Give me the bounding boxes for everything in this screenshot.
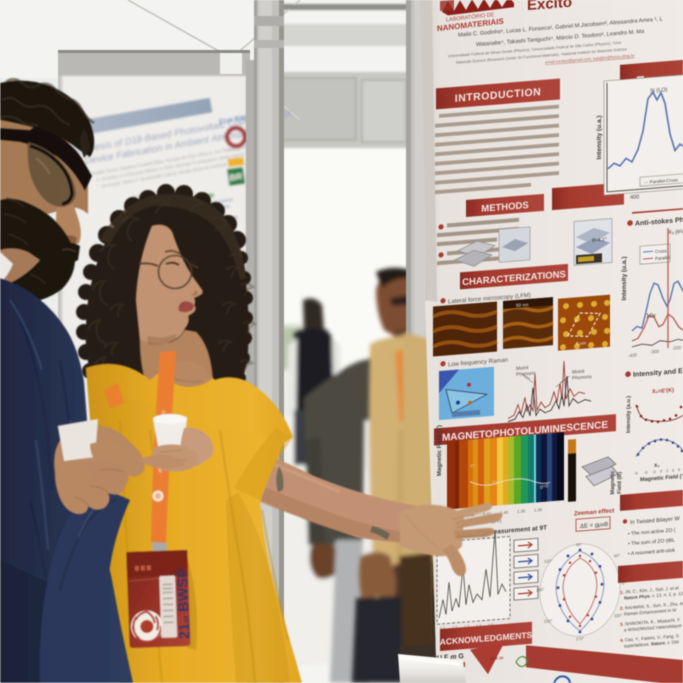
svg-text:• The sum of ZO (tBL: • The sum of ZO (tBL (628, 538, 675, 548)
svg-text:0°: 0° (622, 580, 626, 585)
svg-text:Anti-stokes Pho: Anti-stokes Pho (635, 216, 683, 227)
svg-text:Intensity (a.u.): Intensity (a.u.) (626, 395, 632, 433)
svg-text:Moiré: Moiré (572, 369, 585, 376)
svg-text:4. Cao, Y., Fatemi, V., Fang,: 4. Cao, Y., Fatemi, V., Fang, S. (620, 633, 680, 643)
svg-text:Si (LO): Si (LO) (650, 87, 668, 94)
svg-text:Low frequency Raman: Low frequency Raman (448, 358, 508, 369)
svg-text:Intensity (u.a.): Intensity (u.a.) (596, 115, 603, 160)
svg-text:2. RAHMAN, S., Sun, X., Zhu, e: 2. RAHMAN, S., Sun, X., Zhu, et (620, 601, 683, 611)
svg-text:Phonons: Phonons (516, 370, 536, 378)
svg-text:g≈0: g≈0 (540, 483, 549, 490)
svg-text:180°: 180° (536, 587, 545, 593)
svg-text:9: 9 (678, 467, 681, 472)
svg-text:Magnetic Field (T): Magnetic Field (T) (640, 474, 683, 484)
svg-text:90°: 90° (576, 542, 582, 547)
svg-text:1.40: 1.40 (500, 510, 509, 516)
svg-text:X₀ (eV): X₀ (eV) (667, 229, 683, 236)
svg-text:Parallel: Parallel (655, 255, 670, 261)
svg-text:X⁰: X⁰ (470, 463, 475, 468)
svg-text:0: 0 (660, 468, 663, 473)
svg-text:Nature Phys. v. 13, n. 2, p. 1: Nature Phys. v. 13, n. 2, p. 127 (624, 591, 683, 601)
svg-text:6: 6 (672, 468, 675, 473)
svg-text:a WSe2/MoSe2 Heterobilayer: a WSe2/MoSe2 Heterobilayer (624, 623, 683, 633)
svg-text:genesis: genesis (228, 148, 240, 152)
svg-text:BR: BR (229, 171, 244, 183)
svg-text:Zeeman effect: Zeeman effect (574, 508, 614, 517)
svg-text:ΔE = gμBB: ΔE = gμBB (580, 522, 608, 530)
svg-text:X₀=E'(K): X₀=E'(K) (652, 388, 674, 396)
svg-text:Phonons: Phonons (572, 374, 592, 382)
svg-text:1.42: 1.42 (483, 511, 492, 517)
svg-text:Moiré: Moiré (516, 365, 529, 372)
svg-text:Raman Enhancement in W: Raman Enhancement in W (624, 607, 677, 616)
svg-text:— Parallel-Cross: — Parallel-Cross (644, 177, 679, 185)
svg-text:rede de: rede de (490, 655, 504, 661)
svg-text:21st BWSP: 21st BWSP (175, 568, 193, 640)
svg-text:400: 400 (630, 194, 639, 201)
svg-text:-400: -400 (628, 352, 637, 358)
svg-text:METHODS: METHODS (481, 200, 528, 215)
svg-text:10x: 10x (646, 313, 656, 320)
svg-text:θ=4.1°: θ=4.1° (592, 237, 607, 244)
svg-text:1.38: 1.38 (517, 508, 526, 514)
svg-text:120°: 120° (544, 558, 553, 564)
svg-text:• The non-active ZO (: • The non-active ZO ( (628, 527, 676, 537)
svg-text:-6: -6 (644, 470, 648, 475)
svg-text:Field (B): Field (B) (617, 471, 623, 494)
svg-text:-3: -3 (652, 469, 656, 474)
svg-text:-300: -300 (650, 349, 659, 355)
svg-text:1. JN, C., Kim, J., Suh, J. et: 1. JN, C., Kim, J., Suh, J. et al. (620, 585, 680, 595)
svg-text:-200: -200 (672, 345, 681, 351)
svg-text:330°: 330° (614, 613, 623, 619)
svg-text:superlattices. Nature, v. 556: superlattices. Nature, v. 556 (624, 639, 680, 648)
svg-text:· SBF ·: · SBF · (157, 462, 163, 476)
svg-text:5 nm: 5 nm (576, 340, 586, 346)
svg-text:X¹s: X¹s (492, 479, 499, 485)
svg-text:-9: -9 (634, 470, 638, 475)
svg-text:3: 3 (666, 468, 669, 473)
svg-text:Intensity and Ene: Intensity and Ene (633, 367, 683, 379)
svg-text:Magnetic Field (T): Magnetic Field (T) (437, 425, 443, 476)
svg-text:X₀: X₀ (654, 463, 660, 469)
svg-text:Intensity (u.a.): Intensity (u.a.) (621, 256, 628, 301)
svg-text:60°: 60° (614, 553, 620, 558)
svg-text:• A resonant anti-stok: • A resonant anti-stok (628, 547, 675, 557)
svg-text:U F m G: U F m G (437, 653, 464, 662)
svg-text:Excito: Excito (527, 0, 572, 14)
svg-text:210°: 210° (544, 618, 553, 624)
svg-text:Cross: Cross (655, 248, 667, 254)
svg-text:3. SHINOKITA, K., Miyauchi, Y.: 3. SHINOKITA, K., Miyauchi, Y. (620, 617, 680, 627)
svg-text:270°: 270° (576, 636, 585, 642)
svg-text:In Twisted Bilayer W: In Twisted Bilayer W (630, 516, 680, 526)
svg-text:(eV): (eV) (492, 518, 502, 525)
svg-text:50 nm: 50 nm (516, 302, 529, 308)
svg-text:1.36: 1.36 (534, 507, 543, 513)
svg-text:Magnetic: Magnetic (610, 470, 616, 494)
